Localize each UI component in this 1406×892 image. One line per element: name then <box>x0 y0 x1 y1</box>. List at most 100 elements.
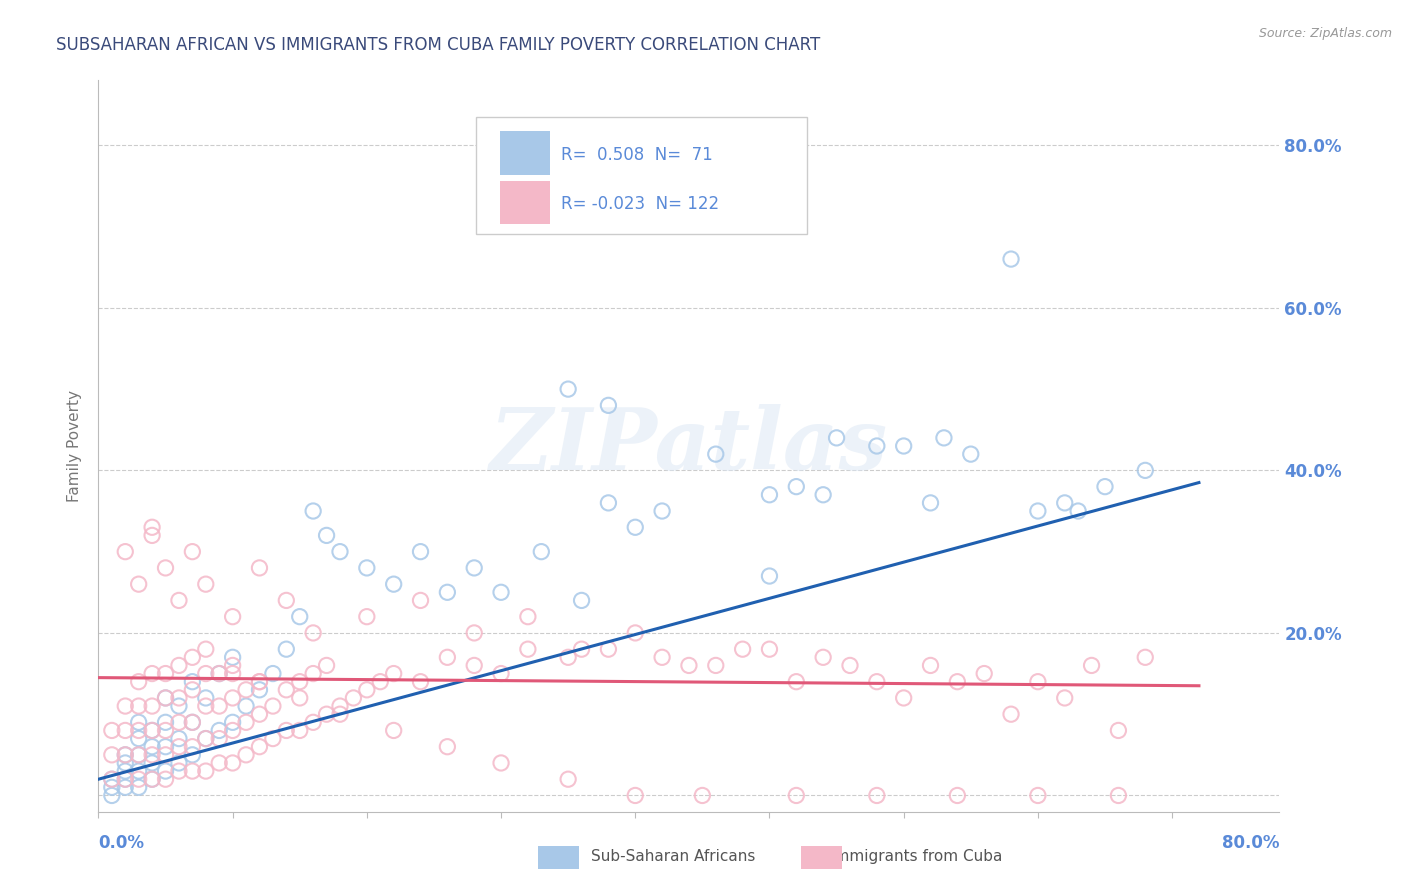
Point <box>1080 658 1102 673</box>
Point <box>315 658 337 673</box>
Point <box>114 772 136 787</box>
Point <box>249 674 271 689</box>
Point <box>811 488 834 502</box>
Point <box>141 772 163 787</box>
Point <box>141 772 163 787</box>
Point <box>221 723 243 738</box>
Point <box>194 666 217 681</box>
Point <box>1053 690 1076 705</box>
Text: R=  0.508  N=  71: R= 0.508 N= 71 <box>561 146 713 164</box>
Point <box>932 431 955 445</box>
Point <box>598 496 620 510</box>
Point <box>221 650 243 665</box>
Point <box>463 626 485 640</box>
Point <box>114 780 136 795</box>
Point <box>181 747 204 762</box>
Point <box>731 642 754 657</box>
Point <box>920 496 942 510</box>
Point <box>194 699 217 714</box>
Point <box>155 666 177 681</box>
Point <box>194 577 217 591</box>
Point <box>463 658 485 673</box>
Point <box>208 666 231 681</box>
Point <box>181 544 204 558</box>
Point <box>114 756 136 770</box>
Point <box>155 764 177 778</box>
Point <box>1053 496 1076 510</box>
Point <box>141 723 163 738</box>
Point <box>141 739 163 754</box>
Y-axis label: Family Poverty: Family Poverty <box>67 390 83 502</box>
Point <box>128 699 150 714</box>
Point <box>785 480 807 494</box>
Point <box>128 715 150 730</box>
Point <box>276 642 298 657</box>
Point <box>221 715 243 730</box>
Point <box>329 544 352 558</box>
Point <box>235 715 257 730</box>
Point <box>262 699 284 714</box>
Point <box>208 699 231 714</box>
Point <box>208 666 231 681</box>
Point <box>221 658 243 673</box>
Point <box>356 682 378 697</box>
Point <box>128 772 150 787</box>
Text: Immigrants from Cuba: Immigrants from Cuba <box>830 849 1002 863</box>
Point <box>409 593 432 607</box>
Point <box>235 699 257 714</box>
Point <box>1107 789 1129 803</box>
Point <box>208 731 231 746</box>
Point <box>624 789 647 803</box>
Point <box>128 780 150 795</box>
FancyBboxPatch shape <box>501 131 550 175</box>
Point <box>181 739 204 754</box>
Point <box>181 674 204 689</box>
Point <box>436 585 458 599</box>
Point <box>288 609 311 624</box>
Point <box>101 789 124 803</box>
Point <box>692 789 714 803</box>
Point <box>128 764 150 778</box>
Point <box>128 747 150 762</box>
Point <box>409 674 432 689</box>
Point <box>114 764 136 778</box>
Point <box>825 431 848 445</box>
Point <box>114 699 136 714</box>
Point <box>181 650 204 665</box>
Point <box>141 756 163 770</box>
Point <box>101 780 124 795</box>
Point <box>128 674 150 689</box>
Point <box>155 723 177 738</box>
Point <box>893 690 915 705</box>
Point <box>101 723 124 738</box>
Point <box>342 690 364 705</box>
Point <box>181 682 204 697</box>
Point <box>194 731 217 746</box>
Point <box>557 382 579 396</box>
Point <box>249 674 271 689</box>
Point <box>155 690 177 705</box>
Point <box>167 764 190 778</box>
Point <box>114 772 136 787</box>
Point <box>315 528 337 542</box>
Point <box>101 772 124 787</box>
Point <box>329 699 352 714</box>
Point <box>167 699 190 714</box>
Point <box>155 690 177 705</box>
Point <box>155 561 177 575</box>
Point <box>382 723 405 738</box>
Point <box>959 447 981 461</box>
Point <box>194 690 217 705</box>
Point <box>249 707 271 722</box>
Point <box>704 658 727 673</box>
Point <box>1094 480 1116 494</box>
Point <box>221 756 243 770</box>
Point <box>315 707 337 722</box>
Point <box>181 715 204 730</box>
Point <box>288 674 311 689</box>
Point <box>235 682 257 697</box>
Point <box>758 642 780 657</box>
Point <box>704 447 727 461</box>
Point <box>155 747 177 762</box>
Point <box>276 682 298 697</box>
